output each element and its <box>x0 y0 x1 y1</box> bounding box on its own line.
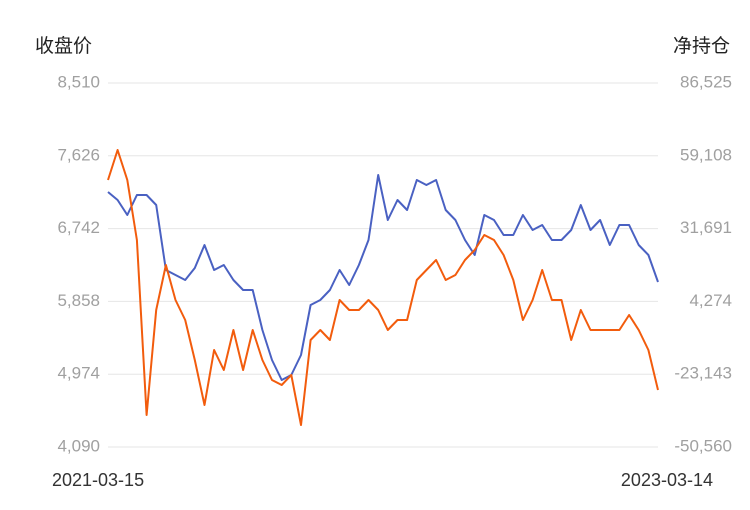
y-tick-label: 5,858 <box>57 291 100 310</box>
y2-tick-label: -23,143 <box>674 364 732 383</box>
x-tick-label: 2023-03-14 <box>621 470 713 490</box>
series-line <box>107 174 659 381</box>
y-tick-label: 4,090 <box>57 436 100 455</box>
y2-tick-label: 4,274 <box>689 291 732 310</box>
y2-axis-label: 净持仓 <box>673 35 730 57</box>
x-tick-label: 2021-03-15 <box>52 470 144 490</box>
y-axis-label: 收盘价 <box>35 35 92 57</box>
y-tick-label: 8,510 <box>57 72 100 91</box>
y-tick-label: 6,742 <box>57 218 100 237</box>
y-tick-label: 7,626 <box>57 145 100 164</box>
y2-tick-label: 59,108 <box>680 145 732 164</box>
series-line <box>107 149 659 426</box>
y2-tick-label: 86,525 <box>680 72 732 91</box>
y2-tick-label: -50,560 <box>674 436 732 455</box>
y2-tick-label: 31,691 <box>680 218 732 237</box>
y-tick-label: 4,974 <box>57 364 100 383</box>
